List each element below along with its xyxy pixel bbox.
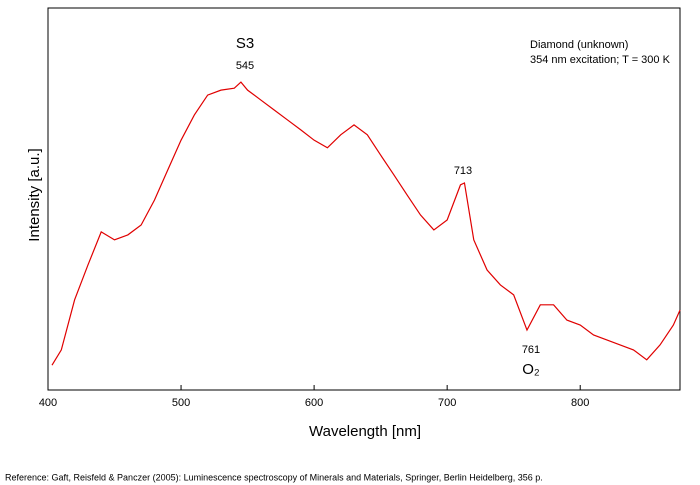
annotation: 761	[522, 344, 540, 356]
spectrum-line	[51, 81, 681, 366]
annotation: 545	[236, 60, 254, 72]
x-tick-label: 700	[438, 397, 456, 409]
y-axis-label: Intensity [a.u.]	[26, 148, 43, 241]
chart-title: Diamond (unknown)	[530, 39, 628, 51]
x-tick-label: 400	[39, 397, 57, 409]
x-tick-label: 500	[172, 397, 190, 409]
plot-frame	[47, 7, 681, 391]
x-tick-label: 800	[571, 397, 589, 409]
x-axis-label: Wavelength [nm]	[309, 423, 421, 440]
annotation: 713	[454, 165, 472, 177]
annotation: S3	[236, 35, 254, 52]
x-tick-label: 600	[305, 397, 323, 409]
annotation: O₂	[522, 361, 540, 378]
footnote: Reference: Gaft, Reisfeld & Panczer (200…	[5, 472, 543, 482]
chart-subtitle: 354 nm excitation; T = 300 K	[530, 54, 671, 66]
